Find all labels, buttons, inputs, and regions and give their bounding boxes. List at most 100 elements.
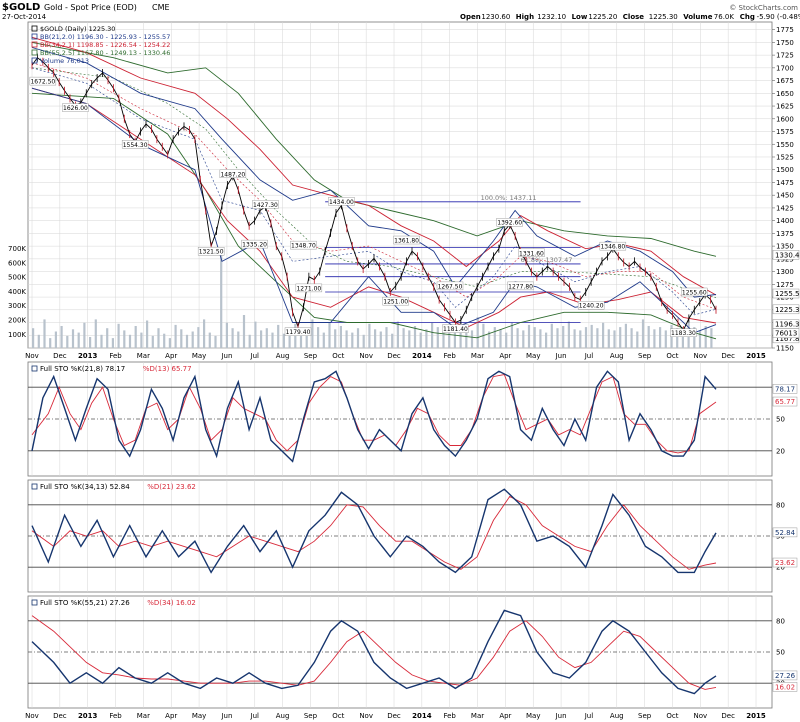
price-label: 1427.30 — [253, 202, 278, 209]
volume-bar — [470, 330, 474, 348]
right-edge-values: 1330.46 1255.57 1225.30 1196.30 1167.8076013 — [772, 250, 800, 344]
volume-bar — [676, 328, 679, 348]
x-tick-label: Jun — [220, 352, 232, 360]
volume-bar — [391, 333, 394, 348]
osc-right-box — [772, 527, 798, 538]
quote-label: High — [516, 13, 534, 21]
price-label-box — [62, 103, 89, 112]
x-tick-label: Dec — [53, 712, 67, 720]
right-value-box — [772, 250, 800, 260]
y-tick-label: 1575 — [776, 128, 794, 136]
volume-bar — [630, 328, 633, 348]
price-label-box — [436, 281, 464, 291]
stoch-k-line — [31, 370, 717, 463]
volume-bar — [322, 332, 325, 348]
chart-exchange: CME — [152, 3, 170, 12]
legend-entry: Volume 76,013 — [40, 57, 89, 65]
price-label: 1251.00 — [383, 299, 408, 306]
volume-bar — [664, 330, 667, 348]
volume-bar — [396, 321, 399, 348]
fibonacci-levels: 100.0%: 1437.11 61.8%: 1307.47 — [325, 194, 581, 323]
price-label-box — [393, 235, 420, 245]
price-label: 1179.40 — [286, 329, 311, 336]
quote-label: Open — [460, 13, 481, 21]
y-tick-label: 1150 — [776, 345, 794, 353]
volume-bar — [317, 327, 320, 348]
x-tick-label: Dec — [387, 352, 401, 360]
x-tick-label: Jun — [220, 712, 232, 720]
x-tick-label: Sep — [304, 352, 318, 360]
osc-right-value: 23.62 — [775, 559, 795, 567]
price-label-box — [252, 200, 279, 209]
x-tick-label: Apr — [165, 352, 177, 360]
volume-bar — [653, 329, 656, 348]
quote-value: 76.0K — [714, 13, 735, 21]
legend-entry: BB(55,2.5) 1167.80 - 1249.13 - 1330.46 — [40, 49, 170, 57]
volume-bar — [83, 322, 86, 348]
price-label: 1554.30 — [123, 142, 148, 149]
volume-bar — [413, 326, 417, 348]
stochastic-panel-3: 805020Full STO %K(55,21) 27.26%D(34) 16.… — [27, 595, 798, 709]
volume-bar — [465, 328, 468, 348]
price-panel-frame — [27, 21, 773, 349]
volume-bar — [265, 328, 268, 348]
quote-bar: Open 1230.60 High 1232.10 Low 1225.20 Close 122… — [460, 13, 800, 21]
osc-right-value: 65.77 — [775, 398, 795, 406]
volume-bar — [191, 331, 194, 348]
volume-axis: 700K 600K 500K 400K 300K 200K 100K — [8, 245, 26, 339]
right-value: 1167.80 — [775, 335, 800, 343]
osc-legend-k: Full STO %K(34,13) 52.84 — [40, 483, 130, 491]
price-label: 1346.80 — [600, 244, 625, 251]
price-label-box — [599, 241, 627, 251]
volume-bar — [602, 322, 605, 348]
volume-tick-label: 200K — [8, 317, 26, 325]
volume-bar — [288, 329, 291, 348]
price-label-box — [241, 239, 268, 249]
volume-bar — [282, 333, 285, 348]
chart-header: $GOLD Gold - Spot Price (EOD) CME 27-Oct… — [2, 2, 800, 21]
x-tick-label: Nov — [693, 712, 707, 720]
volume-bar — [345, 330, 348, 348]
volume-bar — [220, 249, 223, 348]
right-value: 1255.57 — [775, 290, 800, 298]
y-tick-label: 1675 — [776, 77, 794, 85]
volume-bar — [385, 327, 388, 348]
price-label-box — [518, 248, 545, 257]
right-value-box — [772, 328, 800, 338]
osc-right-box — [772, 682, 798, 692]
stoch-d-line — [31, 495, 717, 570]
x-tick-label: 2015 — [746, 712, 766, 720]
bb55-middle — [31, 67, 717, 298]
volume-bar — [527, 324, 531, 348]
x-tick-label: Jul — [584, 712, 594, 720]
y-tick-label: 1425 — [776, 204, 794, 212]
stoch-k-line — [31, 609, 717, 695]
x-tick-label: Jun — [555, 352, 567, 360]
volume-bar — [168, 338, 171, 348]
volume-bar — [641, 319, 645, 348]
volume-bar — [596, 328, 599, 348]
osc-right-box — [772, 670, 798, 681]
volume-tick-label: 100K — [8, 331, 26, 339]
osc-legend-swatch — [31, 483, 38, 490]
price-label-box — [442, 324, 469, 333]
volume-bar — [305, 328, 308, 348]
x-tick-label: 2015 — [746, 352, 766, 360]
volume-bar — [710, 328, 713, 348]
fib-label: 61.8%: 1307.47 — [521, 256, 573, 264]
quote-value: 1230.60 — [481, 13, 510, 21]
volume-bar — [550, 323, 553, 348]
price-label: 1277.80 — [508, 283, 533, 290]
x-tick-label: Mar — [137, 712, 150, 720]
volume-bar — [448, 324, 451, 348]
x-tick-label: Sep — [638, 712, 652, 720]
osc-legend-d: %D(34) 16.02 — [147, 599, 196, 607]
volume-bar — [607, 329, 610, 348]
quote-value: 1225.30 — [649, 13, 678, 21]
price-label-box — [507, 281, 534, 291]
osc-tick-label: 20 — [776, 447, 785, 455]
volume-bar — [505, 332, 508, 348]
x-tick-label: Apr — [499, 352, 511, 360]
x-tick-label: Aug — [610, 352, 624, 360]
y-tick-label: 1700 — [776, 64, 794, 72]
